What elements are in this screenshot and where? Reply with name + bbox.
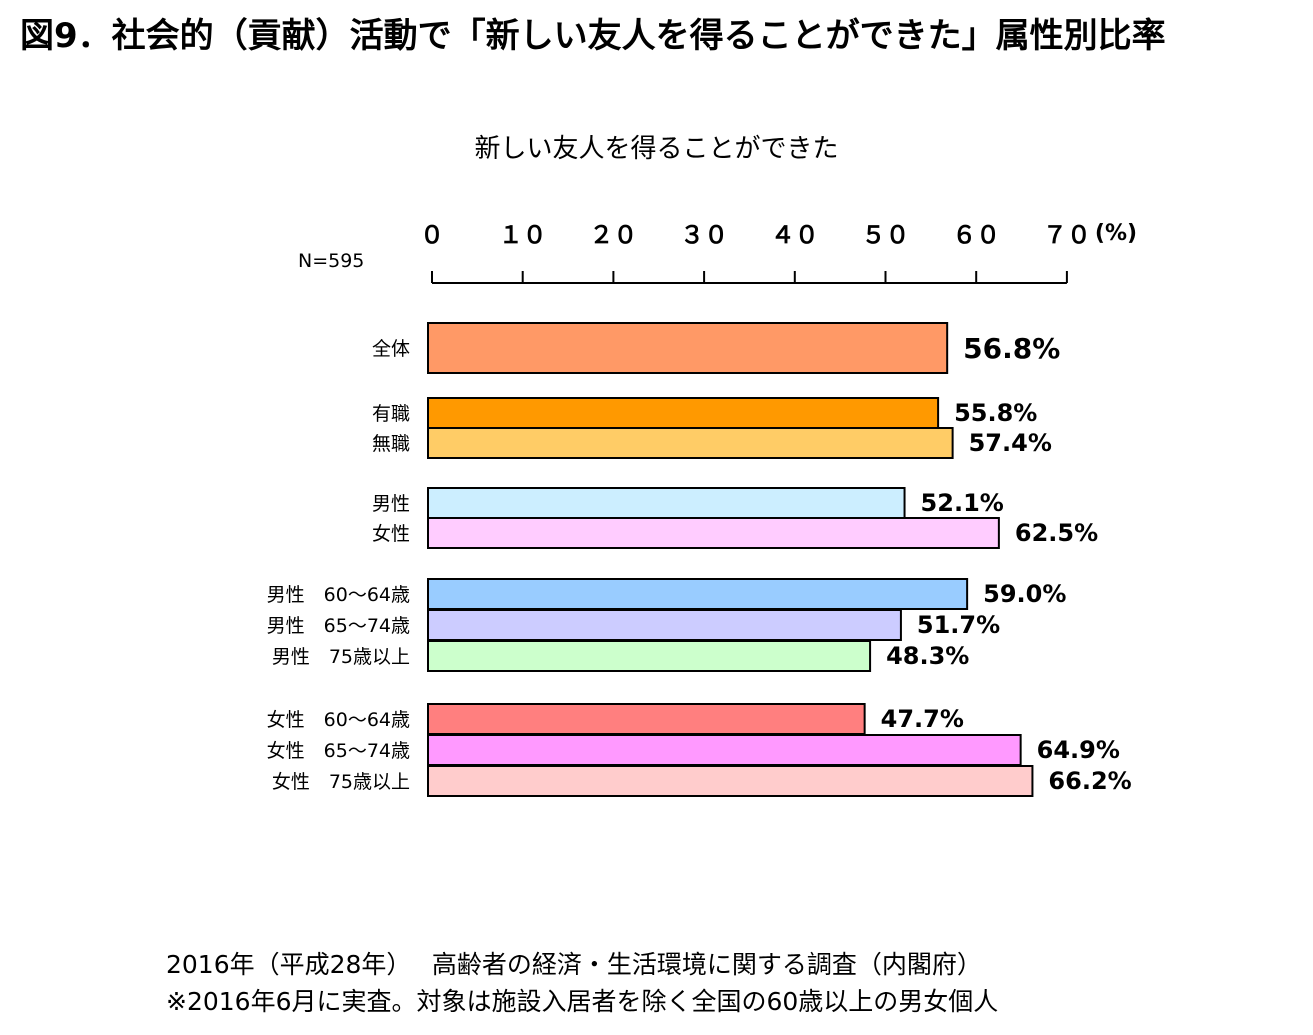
x-tick-label: ０	[420, 221, 444, 249]
bar	[427, 640, 872, 672]
data-label: 64.9%	[1037, 736, 1120, 764]
x-tick-label: １０	[499, 221, 547, 249]
x-tick-label: ４０	[771, 221, 819, 249]
data-label: 57.4%	[969, 429, 1052, 457]
category-label: 女性 60～64歳	[267, 709, 410, 731]
data-label: 51.7%	[917, 611, 1000, 639]
bars: 全体 56.8% 有職 55.8% 無職 57.4% 男性 52.1% 女性 62.5% 男性 60…	[267, 322, 1132, 797]
category-label: 女性	[372, 523, 410, 545]
sample-size-label: N=595	[298, 250, 365, 272]
x-axis-unit: (%)	[1095, 221, 1137, 246]
data-label: 62.5%	[1015, 519, 1098, 547]
page-title: 図9．社会的（貢献）活動で「新しい友人を得ることができた」属性別比率	[20, 16, 1166, 56]
data-label: 66.2%	[1048, 767, 1131, 795]
bar	[427, 734, 1022, 766]
category-label: 有職	[372, 403, 410, 425]
x-tick-label: ３０	[680, 221, 728, 249]
category-label: 女性 75歳以上	[272, 771, 410, 793]
x-tick-label: ６０	[952, 221, 1000, 249]
bar	[427, 703, 866, 735]
survey-note: ※2016年6月に実査。対象は施設入居者を除く全国の60歳以上の男女個人	[166, 987, 999, 1016]
bar	[427, 427, 954, 459]
bar	[427, 487, 906, 519]
bar	[427, 322, 949, 374]
bar	[427, 397, 940, 429]
category-label: 無職	[372, 433, 410, 455]
category-label: 男性	[372, 493, 410, 515]
x-axis: ０ １０ ２０ ３０ ４０ ５０ ６０ ７０ (%)	[420, 221, 1137, 284]
category-label: 男性 60～64歳	[267, 584, 410, 606]
source-note: 2016年（平成28年） 高齢者の経済・生活環境に関する調査（内閣府）	[166, 950, 982, 979]
x-tick-label: ７０	[1043, 221, 1091, 249]
bar	[427, 765, 1034, 797]
category-label: 全体	[372, 338, 410, 360]
bar	[427, 517, 1000, 549]
data-label: 47.7%	[881, 705, 964, 733]
bar	[427, 609, 902, 641]
data-label: 55.8%	[954, 399, 1037, 427]
category-label: 女性 65～74歳	[267, 740, 410, 762]
x-tick-label: ２０	[589, 221, 637, 249]
data-label: 59.0%	[983, 580, 1066, 608]
chart-title: 新しい友人を得ることができた	[474, 134, 839, 164]
x-tick-label: ５０	[862, 221, 910, 249]
data-label: 48.3%	[886, 642, 969, 670]
category-label: 男性 65～74歳	[267, 615, 410, 637]
data-label: 56.8%	[963, 332, 1060, 365]
data-label: 52.1%	[921, 489, 1004, 517]
bar	[427, 578, 969, 610]
category-label: 男性 75歳以上	[272, 646, 410, 668]
